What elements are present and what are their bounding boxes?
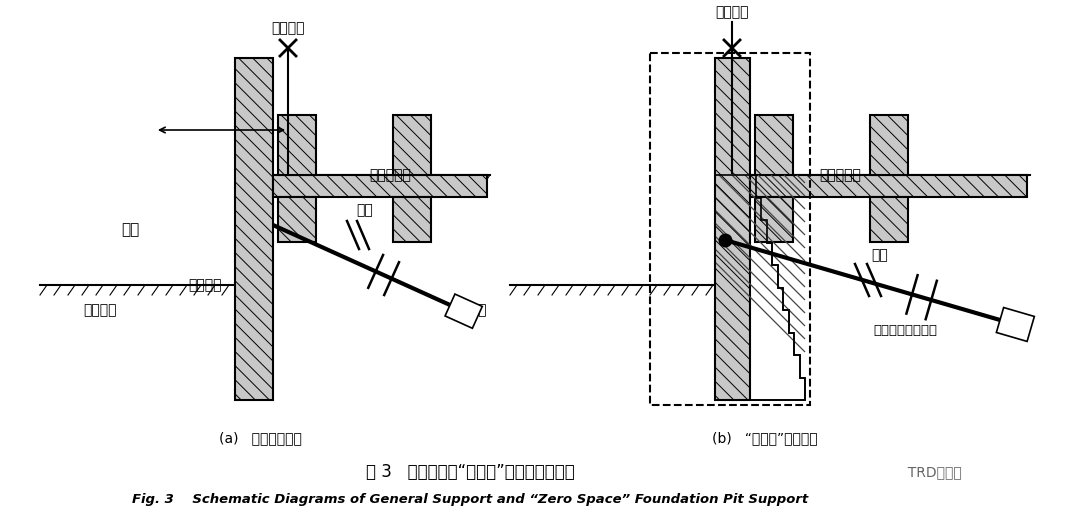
Text: 基坑: 基坑 bbox=[121, 222, 139, 238]
Text: TRD工法网: TRD工法网 bbox=[899, 465, 961, 479]
Bar bbox=[650, 53, 810, 405]
Bar bbox=[755, 115, 793, 175]
Bar bbox=[278, 197, 316, 242]
Text: 图 3   一般支护与“零占位”基坑支护示意图: 图 3 一般支护与“零占位”基坑支护示意图 bbox=[366, 463, 575, 481]
Polygon shape bbox=[715, 175, 805, 400]
Bar bbox=[715, 58, 750, 400]
Bar bbox=[755, 197, 793, 242]
Bar bbox=[750, 175, 1027, 197]
Text: Fig. 3    Schematic Diagrams of General Support and “Zero Space” Foundation Pit : Fig. 3 Schematic Diagrams of General Sup… bbox=[132, 493, 808, 506]
Text: (b)   “零占位”基坑支护: (b) “零占位”基坑支护 bbox=[712, 431, 818, 445]
Bar bbox=[755, 115, 793, 175]
Text: 既有建筑物: 既有建筑物 bbox=[369, 168, 410, 182]
Bar bbox=[278, 197, 316, 242]
Text: 建筑界限: 建筑界限 bbox=[271, 21, 305, 35]
Bar bbox=[750, 175, 1027, 197]
Bar bbox=[870, 197, 908, 242]
Bar bbox=[278, 115, 316, 175]
Bar bbox=[235, 58, 273, 400]
Bar bbox=[393, 115, 431, 175]
Bar bbox=[273, 175, 487, 197]
Bar bbox=[870, 115, 908, 175]
Bar bbox=[870, 115, 908, 175]
Text: 支护结构: 支护结构 bbox=[188, 278, 221, 292]
Bar bbox=[235, 58, 273, 400]
Bar bbox=[715, 58, 750, 400]
Text: (a)   一般基坑支护: (a) 一般基坑支护 bbox=[218, 431, 301, 445]
Text: 高压旋喷水泥土体: 高压旋喷水泥土体 bbox=[873, 324, 937, 337]
Bar bbox=[393, 197, 431, 242]
Bar bbox=[393, 115, 431, 175]
Bar bbox=[273, 175, 487, 197]
Text: 建筑界限: 建筑界限 bbox=[715, 5, 748, 19]
Text: 锚索: 锚索 bbox=[356, 203, 374, 217]
Text: 开挖深度: 开挖深度 bbox=[454, 303, 487, 317]
Polygon shape bbox=[445, 294, 483, 328]
Bar bbox=[870, 197, 908, 242]
Text: 开挖深度: 开挖深度 bbox=[83, 303, 117, 317]
Bar bbox=[278, 115, 316, 175]
Text: 既有建筑物: 既有建筑物 bbox=[819, 168, 861, 182]
Polygon shape bbox=[997, 308, 1035, 341]
Text: 锚索: 锚索 bbox=[872, 248, 889, 262]
Bar bbox=[755, 197, 793, 242]
Bar bbox=[393, 197, 431, 242]
